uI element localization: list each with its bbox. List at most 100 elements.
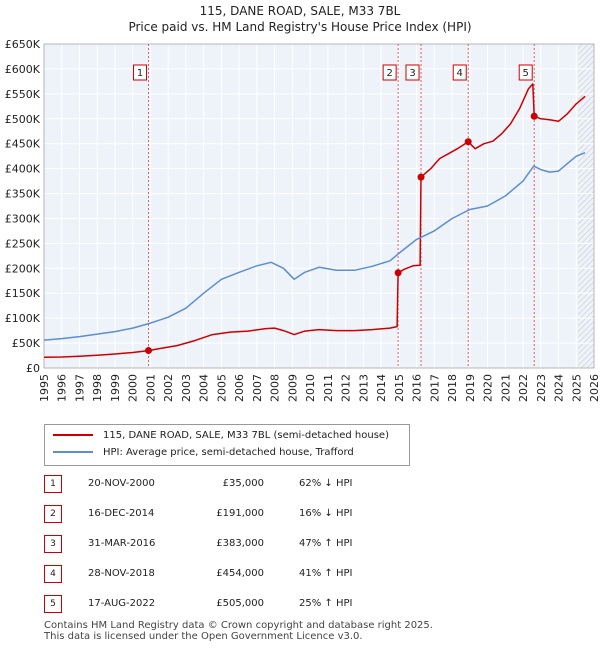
- y-tick-label: £400K: [5, 163, 41, 176]
- x-tick-label: 1999: [109, 374, 122, 402]
- y-tick-label: £300K: [5, 212, 41, 225]
- transaction-number: 4: [44, 565, 62, 583]
- legend-swatch-property: [53, 434, 93, 436]
- x-tick-label: 1995: [38, 374, 51, 402]
- y-tick-label: £600K: [5, 63, 41, 76]
- footer-note: Contains HM Land Registry data © Crown c…: [44, 620, 433, 642]
- x-tick-label: 2007: [251, 374, 264, 402]
- transaction-number: 3: [44, 535, 62, 553]
- y-tick-label: £100K: [5, 312, 41, 325]
- x-tick-label: 1997: [73, 374, 86, 402]
- chart-legend: 115, DANE ROAD, SALE, M33 7BL (semi-deta…: [44, 424, 410, 466]
- price-chart: £0 £50K £100K £150K £200K £250K £300K £350K £400…: [5, 38, 600, 402]
- transaction-hpi: 47% ↑ HPI: [299, 538, 353, 549]
- y-tick-label: £250K: [5, 237, 41, 250]
- x-tick-label: 2010: [304, 374, 317, 402]
- y-tick-label: £150K: [5, 287, 41, 300]
- transaction-hpi: 62% ↓ HPI: [299, 478, 353, 489]
- x-tick-label: 2017: [428, 374, 441, 402]
- x-tick-label: 2004: [198, 374, 211, 402]
- sale-number-box: [382, 64, 397, 81]
- transaction-row: 4 28-NOV-2018 £454,000 41% ↑ HPI: [44, 565, 384, 589]
- legend-label-hpi: HPI: Average price, semi-detached house,…: [103, 447, 354, 458]
- y-tick-label: £450K: [5, 138, 41, 151]
- transaction-number: 5: [44, 595, 62, 613]
- transaction-date: 20-NOV-2000: [88, 478, 155, 489]
- sale-number-box: [518, 64, 533, 81]
- sale-number-box: [452, 64, 467, 81]
- x-tick-label: 2016: [411, 374, 424, 402]
- transaction-hpi: 41% ↑ HPI: [299, 568, 353, 579]
- x-tick-label: 2023: [535, 374, 548, 402]
- transaction-date: 16-DEC-2014: [88, 508, 155, 519]
- transaction-price: £383,000: [216, 538, 264, 549]
- sale-number-box: [405, 64, 420, 81]
- x-tick-label: 2001: [144, 374, 157, 402]
- footer-line-2: This data is licensed under the Open Gov…: [44, 631, 363, 642]
- legend-item-property: 115, DANE ROAD, SALE, M33 7BL (semi-deta…: [53, 428, 389, 444]
- transaction-hpi: 25% ↑ HPI: [299, 598, 353, 609]
- sale-point: [417, 173, 425, 181]
- x-tick-label: 2012: [340, 374, 353, 402]
- x-tick-label: 2022: [517, 374, 530, 402]
- sale-point: [530, 112, 538, 120]
- plot-frame: [43, 43, 595, 369]
- x-tick-label: 2009: [286, 374, 299, 402]
- plot-area: [44, 44, 594, 368]
- y-tick-label: £650K: [5, 38, 41, 51]
- sale-number-label: 1: [137, 68, 143, 79]
- x-tick-label: 2014: [375, 374, 388, 402]
- series-line-hpi: [43, 152, 586, 341]
- transaction-price: £454,000: [216, 568, 264, 579]
- x-tick-label: 2020: [482, 374, 495, 402]
- x-tick-label: 2025: [570, 374, 583, 402]
- sale-point: [394, 269, 402, 277]
- transaction-date: 31-MAR-2016: [88, 538, 156, 549]
- y-tick-label: £500K: [5, 113, 41, 126]
- y-tick-label: £350K: [5, 188, 41, 201]
- transaction-row: 1 20-NOV-2000 £35,000 62% ↓ HPI: [44, 475, 384, 499]
- x-tick-label: 2018: [446, 374, 459, 402]
- transaction-date: 28-NOV-2018: [88, 568, 155, 579]
- x-tick-label: 2024: [553, 374, 566, 402]
- x-tick-label: 2019: [464, 374, 477, 402]
- sale-number-box: [133, 64, 147, 81]
- transaction-price: £505,000: [216, 598, 264, 609]
- transaction-row: 2 16-DEC-2014 £191,000 16% ↓ HPI: [44, 505, 384, 529]
- x-tick-label: 2000: [127, 374, 140, 402]
- transaction-row: 5 17-AUG-2022 £505,000 25% ↑ HPI: [44, 595, 384, 619]
- legend-label-property: 115, DANE ROAD, SALE, M33 7BL (semi-deta…: [103, 430, 389, 441]
- transaction-price: £191,000: [216, 508, 264, 519]
- x-tick-label: 2011: [322, 374, 335, 402]
- sale-number-label: 4: [457, 68, 463, 79]
- sale-point: [464, 138, 472, 146]
- transaction-number: 1: [44, 475, 62, 493]
- footer-line-1: Contains HM Land Registry data © Crown c…: [44, 620, 433, 631]
- x-tick-label: 1996: [56, 374, 69, 402]
- chart-title: 115, DANE ROAD, SALE, M33 7BL: [199, 4, 401, 18]
- legend-swatch-hpi: [53, 451, 93, 453]
- transaction-price: £35,000: [222, 478, 264, 489]
- x-tick-label: 2003: [180, 374, 193, 402]
- sale-number-label: 5: [523, 68, 529, 79]
- x-tick-label: 2015: [393, 374, 406, 402]
- transaction-number: 2: [44, 505, 62, 523]
- transaction-hpi: 16% ↓ HPI: [299, 508, 353, 519]
- chart-subtitle: Price paid vs. HM Land Registry's House …: [128, 20, 472, 34]
- transaction-date: 17-AUG-2022: [88, 598, 156, 609]
- sale-number-label: 3: [409, 68, 415, 79]
- x-tick-label: 2021: [499, 374, 512, 402]
- transaction-row: 3 31-MAR-2016 £383,000 47% ↑ HPI: [44, 535, 384, 559]
- y-tick-label: £50K: [12, 337, 41, 350]
- sale-number-label: 2: [386, 68, 392, 79]
- x-tick-label: 2002: [162, 374, 175, 402]
- legend-item-hpi: HPI: Average price, semi-detached house,…: [53, 445, 354, 461]
- forecast-region: [578, 44, 594, 368]
- y-tick-label: £200K: [5, 262, 41, 275]
- x-tick-label: 2005: [215, 374, 228, 402]
- y-tick-label: £0: [26, 362, 40, 375]
- y-tick-label: £550K: [5, 88, 41, 101]
- sale-point: [145, 347, 152, 355]
- x-tick-label: 2013: [357, 374, 370, 402]
- x-tick-label: 2006: [233, 374, 246, 402]
